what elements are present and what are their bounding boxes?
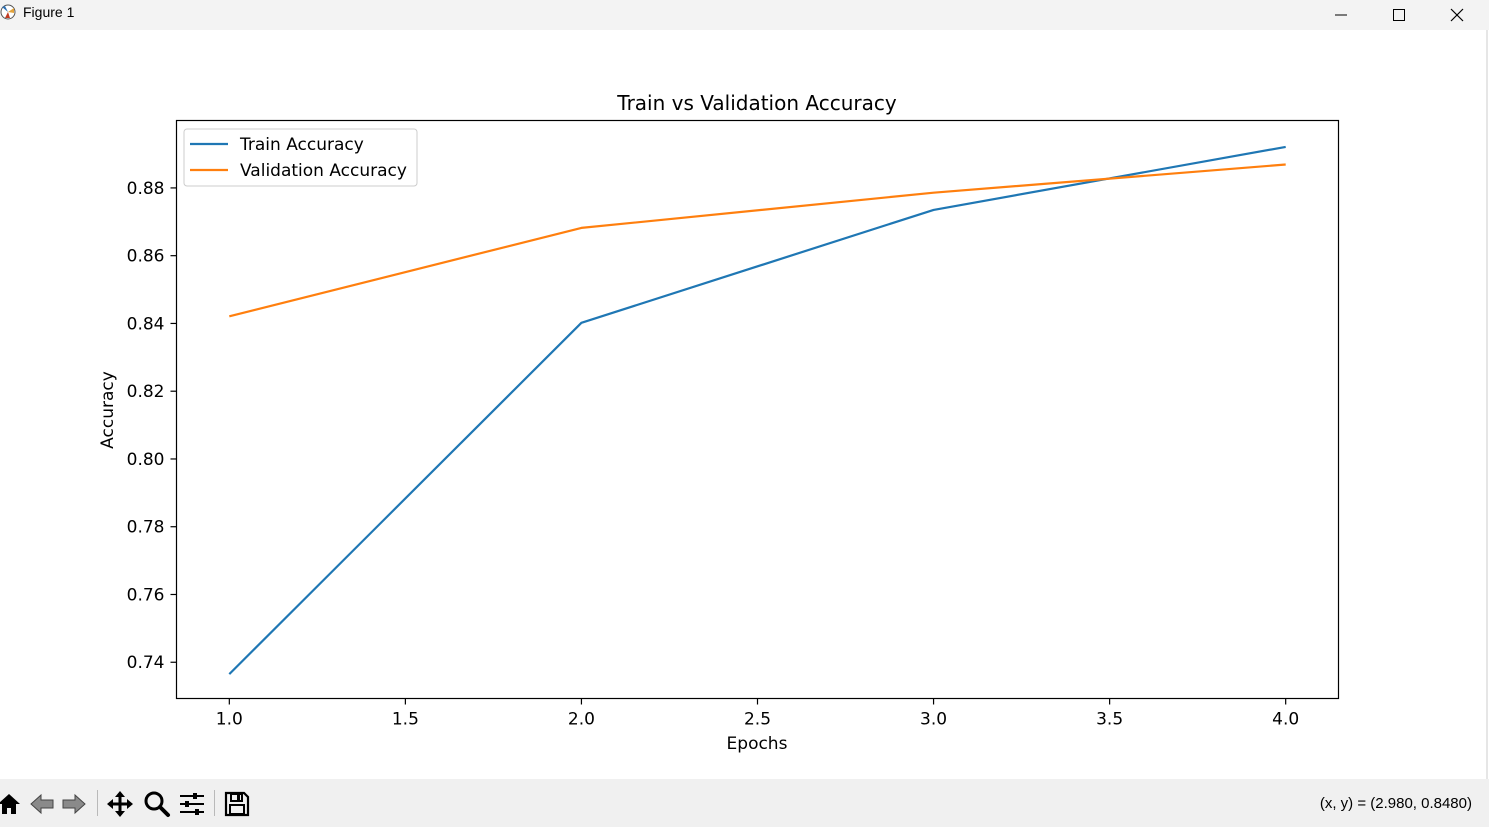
toolbar-separator [214,790,215,816]
zoom-icon [144,791,170,817]
pan-button[interactable] [104,789,136,819]
back-button[interactable] [26,789,58,819]
y-tick-label: 0.82 [127,382,165,402]
forward-icon [62,793,86,815]
close-icon [1450,8,1464,22]
home-button[interactable] [0,789,25,819]
toolbar-separator [97,790,98,816]
minimize-button[interactable] [1318,0,1364,30]
zoom-button[interactable] [141,789,173,819]
x-axis-label: Epochs [727,734,788,754]
y-tick-label: 0.80 [127,450,165,470]
x-tick-label: 2.0 [568,710,595,730]
cursor-coordinates: (x, y) = (2.980, 0.8480) [1319,795,1472,812]
configure-subplots-icon [180,793,204,815]
matplotlib-logo-icon [0,3,18,21]
forward-button[interactable] [58,789,90,819]
series-line-1 [229,163,1286,318]
legend-label-train: Train Accuracy [239,135,364,155]
y-tick-label: 0.76 [127,585,165,605]
y-axis-label: Accuracy [98,371,118,449]
plot-frame [175,119,1340,700]
window-title: Figure 1 [23,4,75,20]
pan-icon [107,791,133,817]
home-icon [0,794,20,814]
minimize-icon [1335,14,1347,16]
y-tick-label: 0.74 [127,653,165,673]
maximize-icon [1393,9,1405,21]
x-tick-label: 3.0 [920,710,947,730]
back-icon [30,793,54,815]
maximize-button[interactable] [1376,0,1422,30]
legend-label-validation: Validation Accuracy [240,161,407,181]
x-tick-label: 3.5 [1096,710,1123,730]
line-chart: Train vs Validation Accuracy 1.0 1.5 2.0 2.… [98,91,1340,754]
legend-frame [183,128,418,187]
window-edge [1486,30,1488,779]
y-tick-label: 0.86 [127,247,165,267]
x-tick-label: 1.0 [216,710,243,730]
legend: Train Accuracy Validation Accuracy [183,128,418,187]
navigation-toolbar: (x, y) = (2.980, 0.8480) [0,779,1489,827]
x-tick-label: 2.5 [744,710,771,730]
x-tick-label: 4.0 [1272,710,1299,730]
chart-title: Train vs Validation Accuracy [616,91,897,115]
y-tick-label: 0.88 [127,179,165,199]
title-bar: Figure 1 [0,0,1489,31]
save-button[interactable] [221,789,253,819]
y-tick-label: 0.84 [127,314,165,334]
x-tick-label: 1.5 [392,710,419,730]
configure-subplots-button[interactable] [176,789,208,819]
save-icon [224,791,250,817]
series-line-0 [228,145,1286,675]
figure-canvas[interactable]: Train vs Validation Accuracy 1.0 1.5 2.0 2.… [0,30,1489,779]
y-tick-label: 0.78 [127,518,165,538]
close-button[interactable] [1434,0,1480,30]
